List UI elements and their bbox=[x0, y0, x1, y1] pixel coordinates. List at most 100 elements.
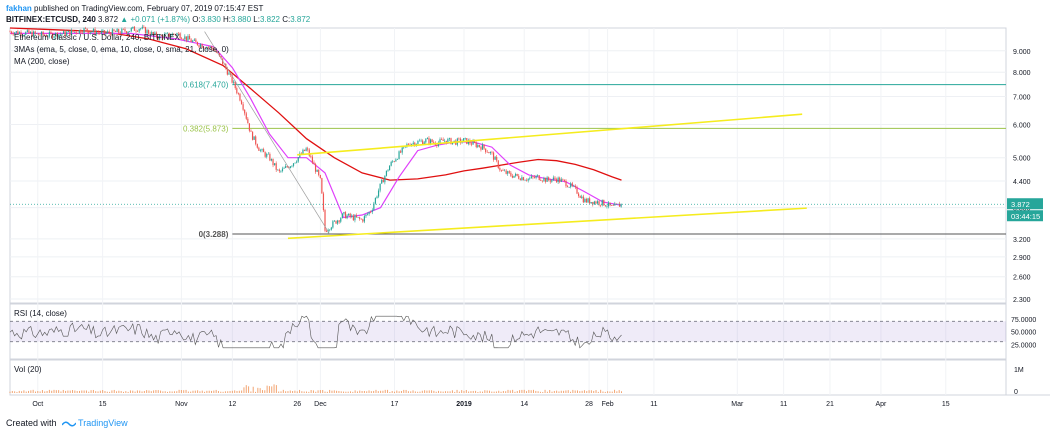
candle-body bbox=[88, 31, 90, 34]
candle-body bbox=[204, 47, 206, 49]
author-link[interactable]: fakhan bbox=[6, 4, 32, 13]
volume-bar bbox=[153, 390, 155, 393]
volume-bar bbox=[275, 385, 277, 393]
candle-body bbox=[526, 180, 528, 181]
candle-body bbox=[527, 178, 529, 181]
candle-body bbox=[33, 31, 35, 37]
candle-body bbox=[401, 147, 403, 153]
tradingview-logo-icon bbox=[62, 421, 77, 427]
volume-bar bbox=[412, 390, 414, 393]
volume-bar bbox=[109, 391, 111, 393]
candle-body bbox=[496, 156, 498, 161]
tradingview-brand-link[interactable]: TradingView bbox=[78, 418, 128, 428]
candle-body bbox=[107, 31, 109, 33]
volume-bar bbox=[505, 391, 507, 393]
candle-body bbox=[285, 166, 287, 168]
volume-bar bbox=[451, 390, 453, 393]
volume-bar bbox=[104, 391, 106, 393]
candle-body bbox=[50, 32, 52, 34]
sma21-line bbox=[10, 32, 622, 219]
candle-body bbox=[292, 163, 295, 166]
volume-bar bbox=[516, 391, 518, 393]
volume-bar bbox=[396, 390, 398, 393]
volume-bar bbox=[602, 391, 604, 393]
candle-body bbox=[223, 63, 225, 65]
candle-body bbox=[510, 172, 512, 176]
volume-bar bbox=[46, 391, 48, 393]
candle-body bbox=[516, 173, 518, 176]
candle-body bbox=[474, 140, 476, 143]
candle-body bbox=[171, 33, 173, 36]
volume-bar bbox=[484, 390, 486, 393]
candle-body bbox=[18, 32, 21, 35]
volume-bar bbox=[41, 390, 43, 393]
candle-body bbox=[555, 179, 558, 183]
volume-bar bbox=[458, 391, 460, 393]
candle-body bbox=[351, 215, 353, 217]
candle-body bbox=[329, 229, 331, 231]
candle-body bbox=[234, 81, 236, 89]
volume-bar bbox=[491, 391, 493, 393]
volume-bar bbox=[463, 390, 465, 393]
candle-body bbox=[231, 74, 233, 83]
candle-body bbox=[236, 88, 238, 94]
volume-bar bbox=[486, 390, 488, 393]
price-tick-label: 8.000 bbox=[1013, 70, 1031, 77]
volume-bar bbox=[67, 390, 69, 393]
volume-bar bbox=[326, 391, 328, 393]
candle-body bbox=[603, 199, 605, 206]
volume-bar bbox=[180, 390, 182, 393]
time-axis[interactable]: Oct 15 Nov 12 26 Dec 17 2019 14 28 Feb 11 Mar 11 21 Apr… bbox=[32, 401, 949, 408]
candle-body bbox=[168, 32, 170, 37]
candle-body bbox=[385, 170, 388, 176]
candle-body bbox=[12, 33, 14, 35]
volume-bar bbox=[329, 389, 331, 393]
volume-bar bbox=[238, 390, 240, 393]
candle-body bbox=[307, 148, 309, 150]
candle-body bbox=[314, 164, 317, 172]
trendlines[interactable] bbox=[204, 31, 807, 240]
candle-body bbox=[492, 152, 495, 160]
candle-body bbox=[201, 44, 203, 48]
candle-body bbox=[240, 100, 243, 105]
volume-bar bbox=[236, 390, 238, 393]
volume-bar bbox=[407, 391, 409, 393]
candle-body bbox=[94, 29, 96, 35]
candle-body bbox=[338, 220, 340, 222]
volume-bar bbox=[116, 391, 118, 393]
volume-bar bbox=[354, 390, 356, 393]
volume-bar bbox=[25, 391, 27, 393]
volume-bar bbox=[97, 391, 99, 393]
candle-body bbox=[604, 205, 606, 207]
candle-body bbox=[590, 201, 592, 204]
candle-body bbox=[92, 29, 95, 32]
volume-bar bbox=[132, 390, 134, 393]
candle-body bbox=[486, 151, 488, 153]
candle-body bbox=[544, 177, 547, 182]
candle-body bbox=[524, 180, 526, 181]
candle-body bbox=[148, 30, 150, 34]
candle-body bbox=[129, 31, 131, 32]
candle-body bbox=[459, 138, 462, 143]
volume-title: Vol (20) bbox=[14, 365, 42, 374]
volume-bar bbox=[377, 391, 379, 393]
volume-bar bbox=[278, 391, 280, 393]
candle-body bbox=[138, 29, 140, 32]
price-axis[interactable]: 9.0008.0007.0006.0005.0004.4003.8003.200… bbox=[1011, 49, 1036, 396]
volume-bar bbox=[526, 391, 528, 393]
volume-bar bbox=[234, 390, 236, 393]
candle-body bbox=[141, 26, 143, 29]
candle-body bbox=[144, 27, 147, 34]
volume-bar bbox=[224, 391, 226, 393]
candle-body bbox=[44, 34, 46, 36]
candle-body bbox=[184, 36, 186, 40]
candle-body bbox=[335, 220, 337, 224]
candle-body bbox=[428, 138, 430, 144]
volume-bar bbox=[194, 390, 196, 393]
volume-bar bbox=[48, 389, 50, 393]
volume-bar bbox=[454, 391, 456, 393]
candle-body bbox=[321, 178, 323, 194]
countdown-label-bg bbox=[1007, 210, 1043, 222]
candle-body bbox=[448, 138, 451, 140]
